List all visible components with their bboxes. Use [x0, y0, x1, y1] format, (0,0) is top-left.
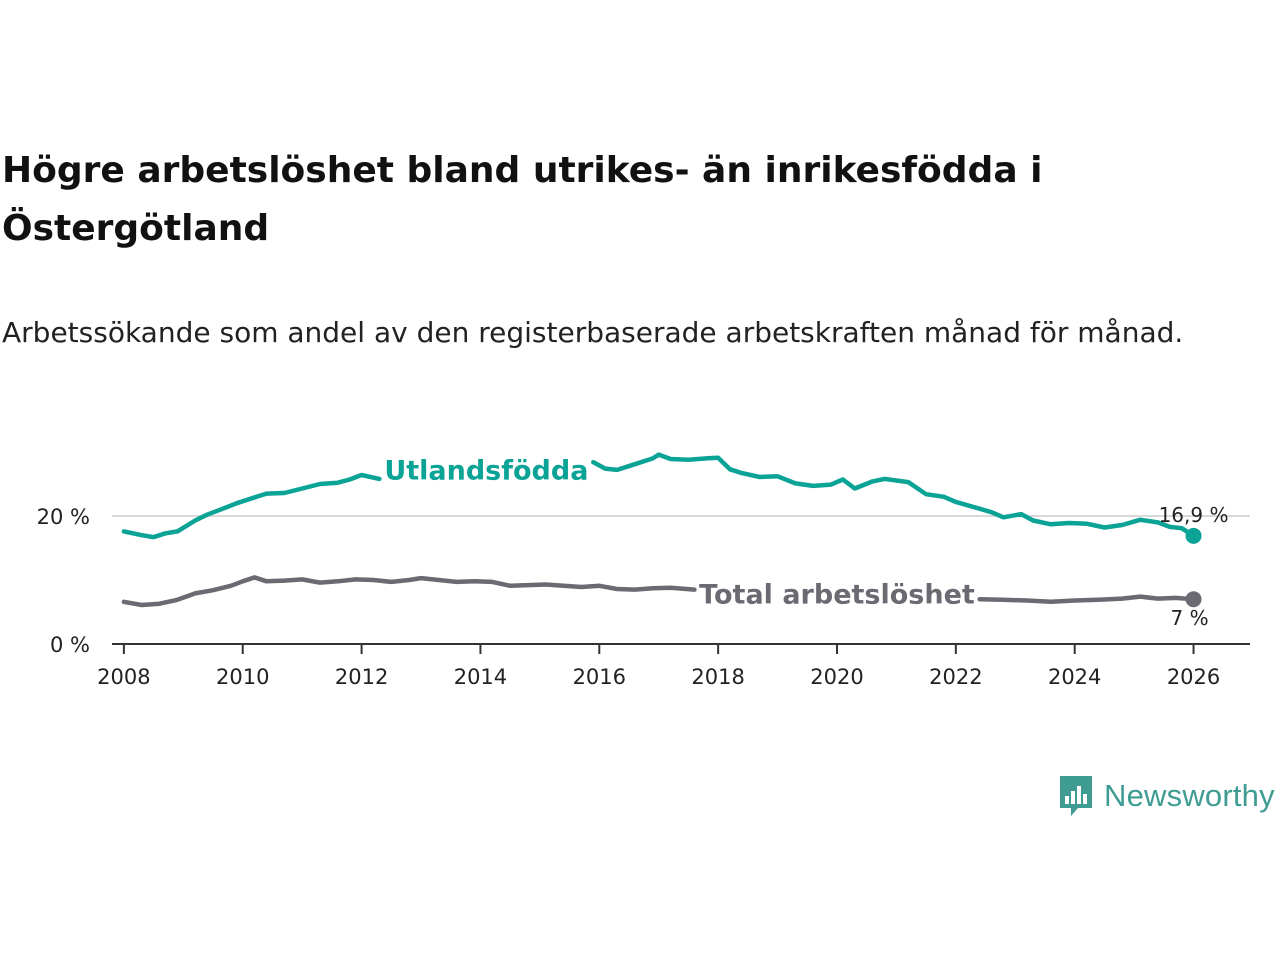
end-value-label: 7 %	[1170, 606, 1208, 630]
y-tick-label: 20 %	[37, 505, 90, 529]
series-name-label: Utlandsfödda	[384, 456, 588, 487]
x-tick-label: 2012	[335, 665, 388, 689]
series-line	[591, 452, 1196, 539]
x-tick-label: 2014	[454, 665, 507, 689]
x-tick-label: 2026	[1167, 665, 1220, 689]
newsworthy-logo: Newsworthy	[1058, 774, 1275, 818]
chart-subtitle: Arbetssökande som andel av den registerb…	[2, 316, 1184, 349]
end-value-label: 16,9 %	[1159, 503, 1229, 527]
newsworthy-logo-icon	[1060, 776, 1092, 816]
newsworthy-logo-text: Newsworthy	[1104, 778, 1275, 813]
gridlines: 0 % 20 %	[37, 505, 1250, 657]
series-name-label: Total arbetslöshet	[699, 579, 975, 610]
series-line	[977, 594, 1196, 605]
x-tick-label: 2008	[97, 665, 150, 689]
x-tick-label: 2016	[573, 665, 626, 689]
series-labels: Utlandsfödda 16,9 % Total arbetslöshet 7 %	[384, 456, 1228, 631]
x-axis: 2008 2010 2012 2014 2016 2018 2020 2022 2024 2026	[97, 643, 1250, 689]
y-tick-label: 0 %	[50, 633, 90, 657]
x-tick-label: 2020	[810, 665, 863, 689]
chart-title: Högre arbetslöshet bland utrikes- än inr…	[2, 150, 1043, 249]
x-tick-label: 2022	[929, 665, 982, 689]
x-tick-label: 2024	[1048, 665, 1101, 689]
x-tick-label: 2010	[216, 665, 269, 689]
end-point-marker	[1185, 527, 1202, 544]
end-point-marker	[1185, 591, 1202, 608]
line-chart: 0 % 20 % 2008 2010 2012 2014 2016 2018 2020 2022…	[37, 452, 1250, 689]
series-lines	[121, 452, 1196, 608]
x-tick-label: 2018	[691, 665, 744, 689]
series-line	[121, 575, 697, 608]
series-line	[121, 472, 382, 540]
